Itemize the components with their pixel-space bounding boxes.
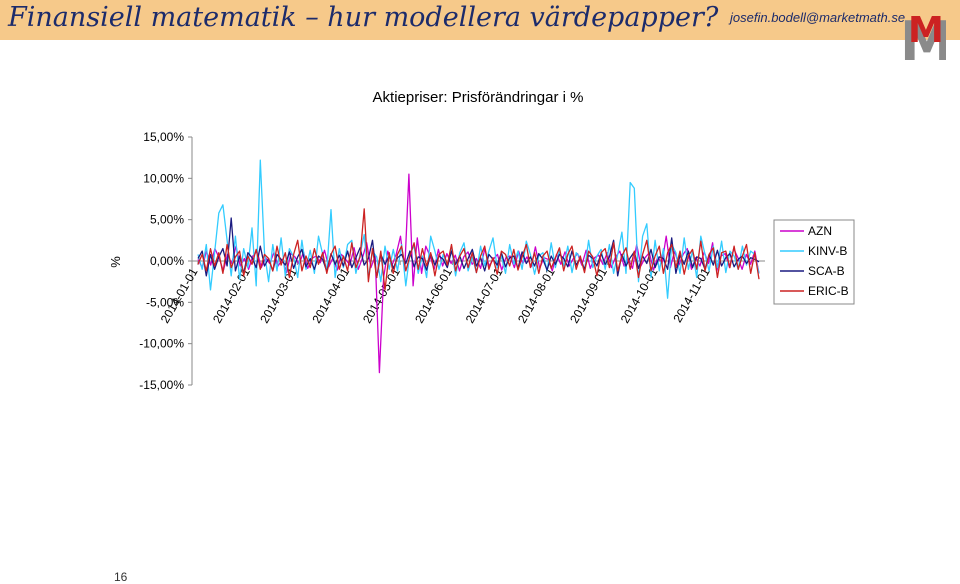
- y-tick-label: -10,00%: [139, 337, 184, 351]
- y-tick-label: 10,00%: [143, 171, 184, 185]
- x-tick-label: 2014-06-01: [412, 265, 455, 325]
- marketmath-logo: M M: [900, 10, 946, 64]
- chart-title: Aktiepriser: Prisförändringar i %: [373, 89, 584, 106]
- series-line-azn: [197, 173, 760, 374]
- legend-box: [773, 219, 855, 305]
- author-email: josefin.bodell@marketmath.se: [730, 10, 906, 25]
- slide-title: Finansiell matematik – hur modellera vär…: [8, 2, 719, 33]
- y-tick-label: 15,00%: [143, 130, 184, 144]
- x-tick-label: 2014-07-01: [463, 265, 506, 325]
- x-tick-label: 2014-04-01: [309, 265, 352, 325]
- legend-label: ERIC-B: [808, 284, 849, 298]
- x-tick-label: 2014-09-01: [567, 265, 610, 325]
- series-line-kinv-b: [197, 159, 760, 299]
- header-bar: [0, 0, 960, 40]
- y-tick-label: -15,00%: [139, 378, 184, 392]
- series-lines: [197, 159, 760, 374]
- legend-label: KINV-B: [808, 244, 847, 258]
- y-axis: 15,00% 10,00% 5,00% 0,00% -5,00% -10,00% -15,0…: [139, 130, 193, 392]
- page-number: 16: [114, 570, 128, 584]
- y-axis-label: %: [108, 256, 123, 268]
- svg-text:M: M: [900, 10, 946, 64]
- x-axis: 2014-01-01 2014-02-01 2014-03-01 2014-04-01…: [158, 260, 765, 326]
- svg-text:M: M: [908, 10, 944, 51]
- legend-label: AZN: [808, 224, 832, 238]
- y-tick-label: 0,00%: [150, 254, 184, 268]
- x-tick-label: 2014-11-01: [670, 265, 713, 325]
- legend: AZN KINV-B SCA-B ERIC-B: [773, 219, 855, 305]
- y-tick-label: -5,00%: [146, 295, 184, 309]
- series-line-eric-b: [197, 208, 760, 291]
- x-tick-label: 2014-08-01: [515, 265, 558, 325]
- y-tick-label: 5,00%: [150, 213, 184, 227]
- x-tick-label: 2014-03-01: [257, 265, 300, 325]
- legend-label: SCA-B: [808, 264, 845, 278]
